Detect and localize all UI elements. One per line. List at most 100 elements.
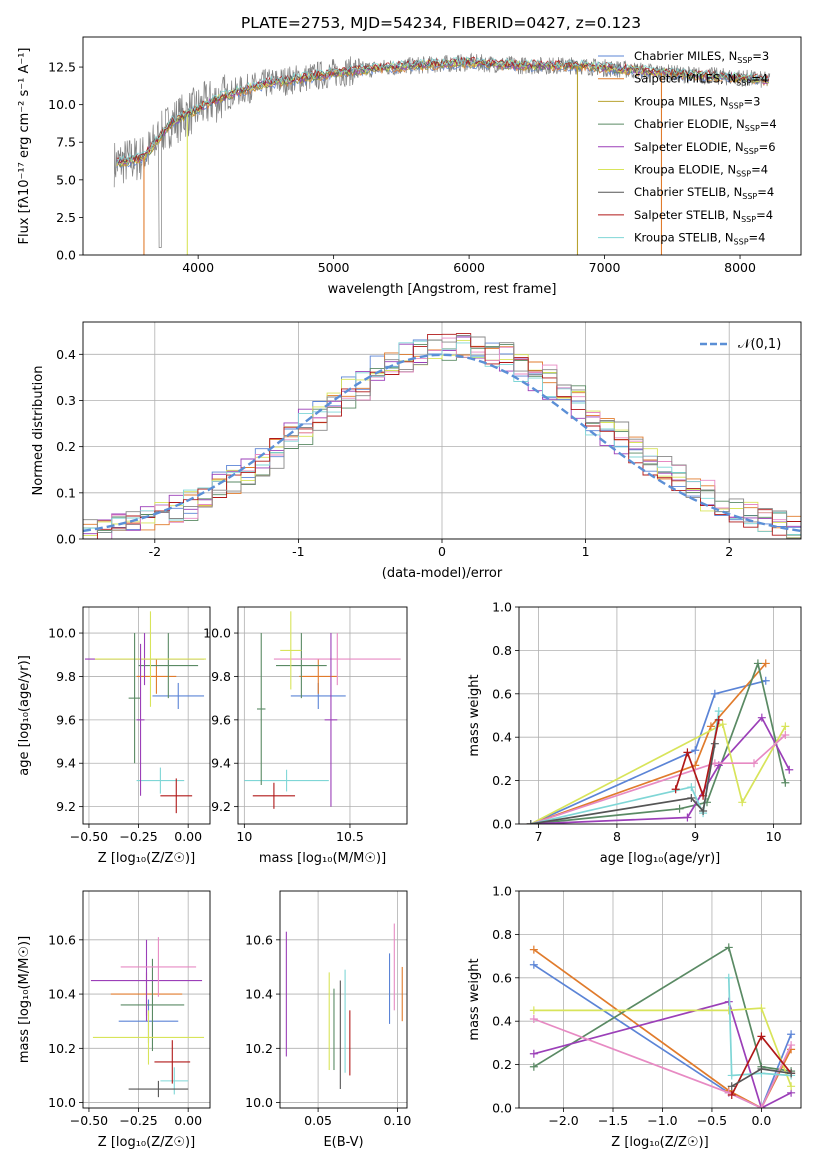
x-tick-label: −1.5 xyxy=(598,1113,628,1128)
x-tick-label: 0.10 xyxy=(384,1113,412,1128)
y-tick-label: 0.4 xyxy=(56,347,76,362)
x-tick-label: 2 xyxy=(725,544,733,559)
y-tick-label: 10.4 xyxy=(245,987,273,1002)
panel-mass-weight-vs-age: 7 8 9 10 0.0 0.2 0.4 0.6 0.8 1.0 age [log₁₀(age/yr… xyxy=(467,600,802,866)
data-point-marker xyxy=(683,813,692,822)
data-point-marker xyxy=(727,1090,736,1099)
legend-label: Salpeter STELIB, NSSP=4 xyxy=(634,208,773,224)
data-point-marker xyxy=(787,1082,796,1091)
x-tick-label: −0.25 xyxy=(119,829,157,844)
x-tick-label: 0 xyxy=(438,544,446,559)
x-tick-label: 9 xyxy=(691,829,699,844)
data-point-marker xyxy=(750,759,758,768)
y-tick-label: 0.6 xyxy=(492,686,512,701)
model-spectrum-line xyxy=(116,56,770,164)
legend-label: 𝒩(0,1) xyxy=(738,337,781,352)
y-tick-label: 0.4 xyxy=(492,1014,512,1029)
y-tick-label: 10.4 xyxy=(48,987,76,1002)
y-tick-label: 9.2 xyxy=(56,799,76,814)
residuals-plot-area xyxy=(83,322,801,539)
legend-label: Chabrier ELODIE, NSSP=4 xyxy=(634,117,777,133)
y-tick-label: 0.8 xyxy=(492,927,512,942)
histogram-step xyxy=(83,333,801,539)
data-point-marker xyxy=(727,1082,736,1091)
legend-label: Kroupa MILES, NSSP=3 xyxy=(634,94,760,110)
y-tick-label: 10.0 xyxy=(203,626,231,641)
x-tick-label: 10.5 xyxy=(336,829,364,844)
axes-frame xyxy=(279,890,408,1109)
data-point-marker xyxy=(781,731,790,740)
mass-weight-line xyxy=(530,722,787,824)
y-tick-label: 10.0 xyxy=(48,97,76,112)
x-tick-label: −1.0 xyxy=(647,1113,677,1128)
y-tick-label: 10.2 xyxy=(245,1041,273,1056)
axes-frame xyxy=(518,606,802,825)
data-point-marker xyxy=(706,722,715,731)
legend-label: Chabrier STELIB, NSSP=4 xyxy=(634,185,774,201)
legend-label: Kroupa ELODIE, NSSP=4 xyxy=(634,163,768,179)
y-tick-label: 9.8 xyxy=(56,669,76,684)
x-tick-label: 10 xyxy=(766,829,782,844)
x-tick-label: −0.50 xyxy=(70,1113,108,1128)
legend-label: Salpeter ELODIE, NSSP=6 xyxy=(634,140,776,156)
spectrum-plot-area xyxy=(113,52,771,255)
mass-vs-EBV-plot-area xyxy=(280,891,407,1108)
panel-mass-vs-EBV: 0.05 0.10 10.0 10.2 10.4 10.6 E(B-V) xyxy=(245,890,412,1150)
mass-weight-line xyxy=(533,1018,792,1108)
y-tick-label: 5.0 xyxy=(56,172,76,187)
y-tick-label: 9.6 xyxy=(211,712,231,727)
x-tick-label: 7000 xyxy=(589,260,621,275)
x-tick-label: -2 xyxy=(149,544,161,559)
data-point-marker xyxy=(529,1049,538,1058)
mass-weight-vs-age-plot-area xyxy=(519,607,801,824)
data-point-marker xyxy=(757,1032,766,1041)
y-tick-label: 9.4 xyxy=(56,756,76,771)
axes-frame xyxy=(82,890,211,1109)
mass-weight-line xyxy=(530,716,791,824)
y-tick-label: 0.6 xyxy=(492,970,512,985)
data-point-marker xyxy=(671,785,680,794)
y-tick-label: 9.8 xyxy=(211,669,231,684)
axes-frame xyxy=(82,606,211,825)
y-tick-label: 0.2 xyxy=(56,439,76,454)
data-point-marker xyxy=(718,720,727,729)
data-point-marker xyxy=(785,765,794,774)
x-axis-label: wavelength [Angstrom, rest frame] xyxy=(328,282,557,297)
y-tick-label: 0.0 xyxy=(56,532,76,547)
axes-frame xyxy=(518,890,802,1109)
y-axis-label: mass weight xyxy=(467,674,482,756)
data-point-marker xyxy=(761,659,770,668)
panel-age-vs-Z: −0.50 −0.25 0.00 9.2 9.4 9.6 9.8 10.0 Z [log₁₀(Z… xyxy=(17,606,211,866)
mass-weight-line xyxy=(530,734,786,824)
x-axis-label: Z [log₁₀(Z/Z☉)] xyxy=(98,1135,195,1150)
y-axis-label: Flux [fλ10⁻¹⁷ erg cm⁻² s⁻¹ A⁻¹] xyxy=(17,48,32,245)
x-tick-label: 5000 xyxy=(318,260,350,275)
data-point-marker xyxy=(787,1030,796,1039)
x-tick-label: 0.0 xyxy=(751,1113,771,1128)
x-tick-label: 7 xyxy=(535,829,543,844)
y-axis-label: age [log₁₀(age/yr)] xyxy=(17,655,32,776)
y-tick-label: 10.0 xyxy=(48,626,76,641)
x-tick-label: 0.00 xyxy=(174,1113,202,1128)
y-axis-label: mass [log₁₀(M/M☉)] xyxy=(17,936,32,1063)
panel-age-vs-mass: 10 10.5 9.2 9.4 9.6 9.8 10.0 mass [log₁₀(M/M☉)] xyxy=(203,606,408,866)
data-point-marker xyxy=(675,804,684,813)
mass-weight-line xyxy=(530,743,716,824)
data-point-marker xyxy=(787,1041,796,1050)
x-axis-label: age [log₁₀(age/yr)] xyxy=(600,851,721,866)
age-vs-Z-plot-area xyxy=(83,607,210,824)
y-tick-label: 12.5 xyxy=(48,60,76,75)
mass-weight-line xyxy=(530,660,787,824)
y-tick-label: 0.0 xyxy=(56,248,76,263)
y-tick-label: 0.2 xyxy=(492,773,512,788)
y-tick-label: 0.8 xyxy=(492,643,512,658)
mass-weight-line xyxy=(533,948,792,1108)
x-axis-label: (data-model)/error xyxy=(382,566,503,581)
y-tick-label: 0.0 xyxy=(492,1101,512,1116)
x-tick-label: −0.5 xyxy=(697,1113,727,1128)
data-point-marker xyxy=(757,1004,766,1013)
mass-vs-Z-plot-area xyxy=(83,891,210,1108)
data-point-marker xyxy=(781,722,790,731)
x-tick-label: 0.00 xyxy=(174,829,202,844)
